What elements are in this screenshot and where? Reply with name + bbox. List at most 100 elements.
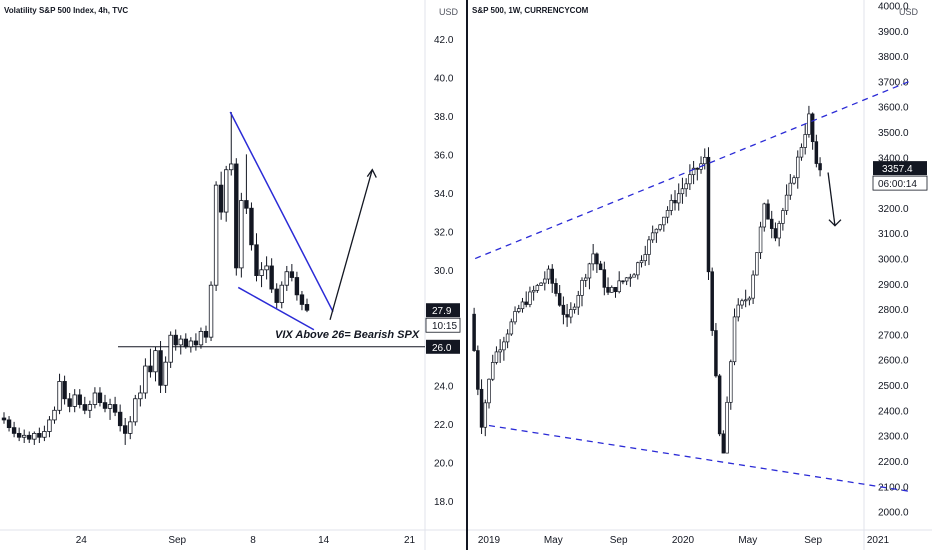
vix-y-tick-label: 26.0 <box>434 343 454 354</box>
spx-candle <box>520 301 525 310</box>
spx-y-tick-label: 3900.0 <box>878 27 909 38</box>
spx-candle <box>784 194 789 211</box>
vix-candle <box>62 381 67 400</box>
spx-countdown-box <box>872 175 928 191</box>
spx-candle <box>509 321 514 335</box>
vix-candle <box>112 404 118 413</box>
spx-y-tick-label: 2800.0 <box>878 305 909 316</box>
vix-x-tick-label: 8 <box>250 535 256 546</box>
spx-x-tick-label: 2021 <box>867 535 890 546</box>
spx-price-label-box <box>873 161 927 176</box>
spx-candle <box>539 282 543 286</box>
spx-candle <box>788 182 793 196</box>
vix-y-tick-label: 22.0 <box>434 420 454 431</box>
vix-y-tick-label: 20.0 <box>434 458 454 469</box>
spx-candle <box>662 216 666 226</box>
spx-candle <box>628 276 633 279</box>
vix-candle <box>37 432 42 438</box>
vix-candle <box>223 169 229 213</box>
vix-y-tick-label: 36.0 <box>434 150 454 161</box>
spx-candle <box>602 269 607 288</box>
spx-y-tick-label: 2000.0 <box>878 508 909 519</box>
vix-candle <box>82 404 87 411</box>
spx-candle <box>606 286 610 293</box>
spx-y-tick-label: 3100.0 <box>878 229 909 240</box>
vix-arrow-up-head <box>366 168 377 178</box>
vix-candle <box>249 207 254 246</box>
spx-candle <box>725 401 729 454</box>
spx-arrow-down-head <box>828 219 842 227</box>
spx-y-tick-label: 2600.0 <box>878 356 909 367</box>
spx-candle <box>476 350 480 390</box>
spx-candle <box>710 271 714 331</box>
spx-candle <box>591 253 595 265</box>
vix-x-tick-label: 14 <box>318 535 330 546</box>
vix-countdown-label: 10:15 <box>432 321 457 332</box>
vix-candle <box>72 394 77 407</box>
vix-price-label-box <box>426 303 460 318</box>
vix-candle <box>11 427 17 434</box>
spx-candle <box>769 218 774 229</box>
vix-x-tick-label: 21 <box>404 535 416 546</box>
spx-y-tick-label: 3800.0 <box>878 52 909 63</box>
spx-candle <box>580 280 584 296</box>
pane-divider[interactable] <box>466 0 468 550</box>
spx-candle <box>595 253 599 265</box>
spx-candle <box>676 193 681 204</box>
spx-candle <box>669 200 674 211</box>
spx-candle <box>587 263 592 279</box>
vix-candle <box>213 184 219 286</box>
vix-candle <box>16 432 22 438</box>
vix-y-tick-label: 38.0 <box>434 112 454 123</box>
spx-candle <box>494 351 499 363</box>
spx-candle <box>814 141 819 164</box>
vix-candle <box>97 392 103 404</box>
spx-y-tick-label: 3400.0 <box>878 153 909 164</box>
spx-x-tick-label: May <box>544 535 563 546</box>
vix-y-tick-label: 42.0 <box>434 35 454 46</box>
vix-candle <box>183 338 188 348</box>
spx-candle <box>680 188 685 195</box>
spx-candle <box>736 304 740 318</box>
spx-candle <box>583 277 588 281</box>
vix-candle <box>21 434 27 438</box>
spx-y-tick-label: 3200.0 <box>878 204 909 215</box>
spx-candle <box>688 174 692 185</box>
spx-candle <box>632 274 636 278</box>
vix-candle <box>77 394 82 405</box>
vix-annotation: VIX Above 26= Bearish SPX <box>275 329 420 341</box>
spx-candle <box>799 147 804 158</box>
spx-candle <box>777 223 781 239</box>
spx-candle <box>773 228 778 239</box>
vix-candle <box>304 304 310 311</box>
vix-candle <box>299 294 305 305</box>
spx-candle <box>762 203 767 228</box>
spx-candle <box>557 293 562 306</box>
spx-candle <box>695 167 700 170</box>
vix-y-tick-label: 18.0 <box>434 497 454 508</box>
vix-candle <box>87 404 93 411</box>
vix-x-tick-label: 24 <box>76 535 88 546</box>
vix-x-tick-label: Sep <box>168 535 186 546</box>
spx-candle <box>569 309 573 318</box>
vix-wedge-upper-line <box>229 111 334 313</box>
spx-candle <box>505 333 510 343</box>
spx-candle <box>673 200 677 204</box>
spx-y-tick-label: 3000.0 <box>878 255 909 266</box>
vix-level-label-box <box>426 339 460 354</box>
spx-candle <box>755 252 759 276</box>
vix-candle <box>168 334 173 363</box>
spx-candle <box>691 167 696 176</box>
vix-wedge-lower-line <box>237 286 315 331</box>
spx-candle <box>684 183 688 190</box>
vix-candle <box>138 392 143 400</box>
spx-candle <box>766 203 770 220</box>
spx-candle <box>531 290 536 293</box>
vix-candle <box>47 419 52 432</box>
spx-candle <box>498 349 502 353</box>
spx-candle <box>572 306 577 310</box>
spx-candle <box>792 177 796 184</box>
spx-candle <box>535 285 540 291</box>
spx-candle <box>732 316 737 363</box>
